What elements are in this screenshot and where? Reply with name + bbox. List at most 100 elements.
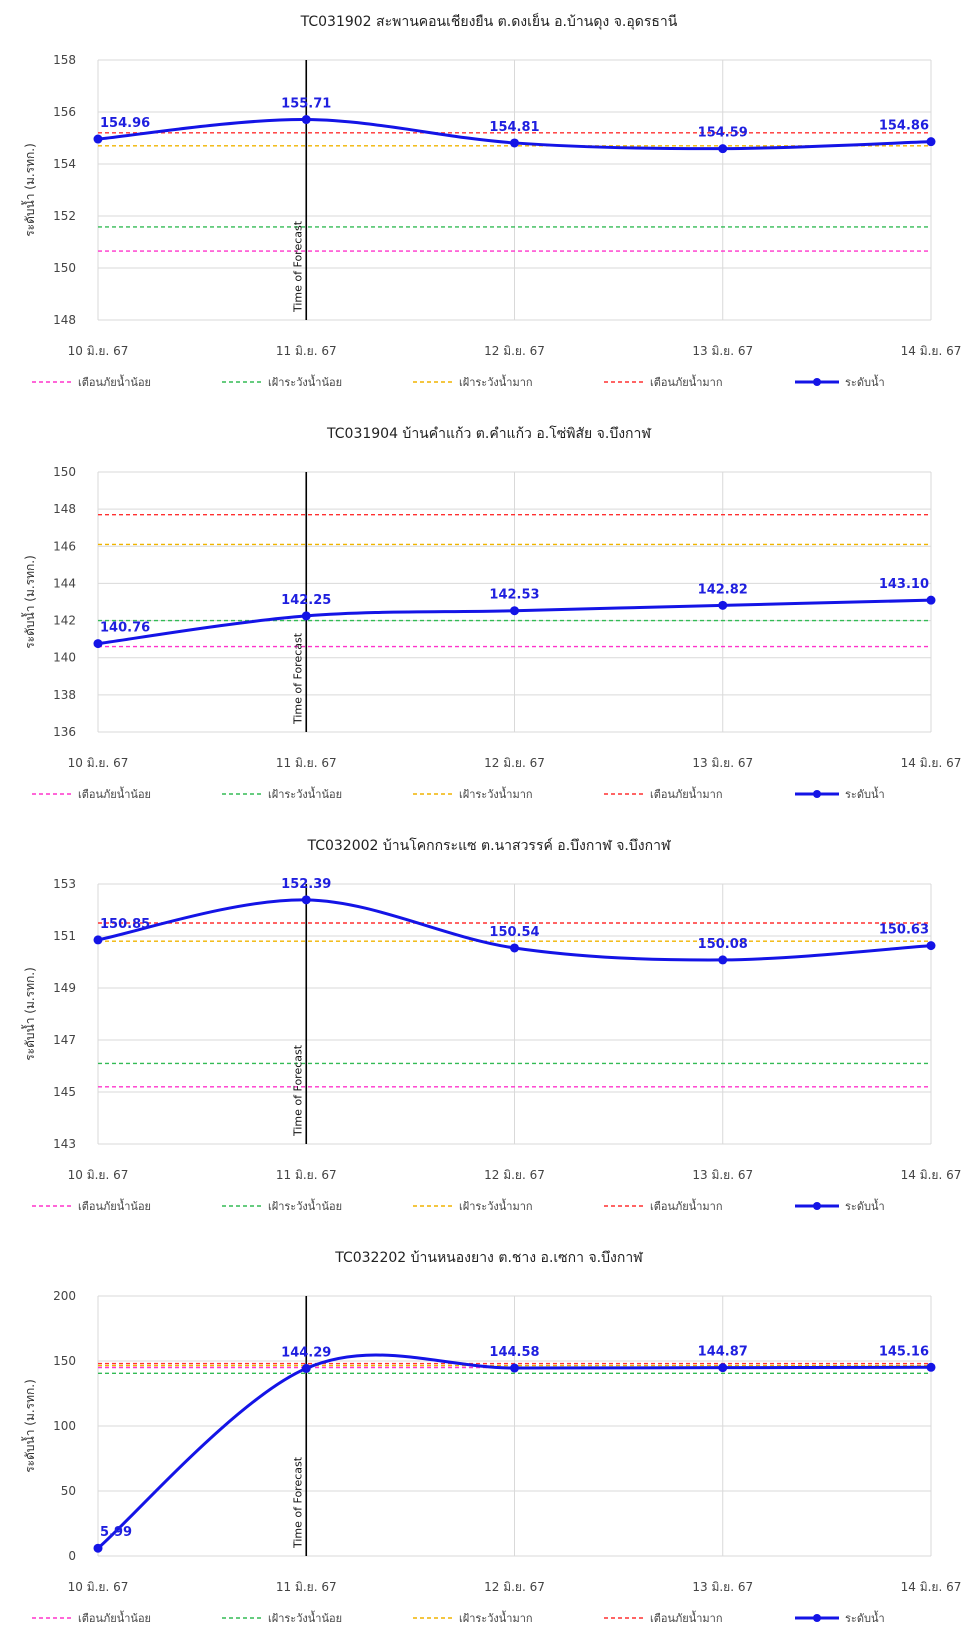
chart-title: TC032202 บ้านหนองยาง ต.ชาง อ.เซกา จ.บึงก… — [334, 1250, 643, 1266]
legend-marker — [813, 790, 821, 798]
chart-svg: TC031904 บ้านคำแก้ว ต.คำแก้ว อ.โซ่พิสัย … — [21, 425, 961, 801]
x-tick-label: 14 มิ.ย. 67 — [901, 1580, 962, 1594]
legend-label: เตือนภัยน้ำมาก — [650, 374, 723, 389]
data-label: 144.87 — [698, 1345, 748, 1360]
data-point — [301, 895, 311, 905]
y-tick-label: 100 — [53, 1419, 76, 1433]
y-tick-label: 147 — [53, 1033, 76, 1047]
data-label: 142.53 — [489, 588, 539, 603]
y-tick-label: 158 — [53, 53, 76, 67]
y-tick-label: 152 — [53, 209, 76, 223]
x-tick-label: 12 มิ.ย. 67 — [484, 1580, 545, 1594]
y-tick-label: 148 — [53, 502, 76, 516]
x-tick-label: 12 มิ.ย. 67 — [484, 1168, 545, 1182]
legend-label: เฝ้าระวังน้ำมาก — [459, 1610, 533, 1625]
data-point — [93, 134, 103, 144]
chart-title: TC032002 บ้านโคกกระแซ ต.นาสวรรค์ อ.บึงกา… — [306, 837, 670, 854]
forecast-label: Time of Forecast — [291, 632, 304, 725]
y-tick-label: 153 — [53, 877, 76, 891]
y-tick-label: 148 — [53, 313, 76, 327]
y-axis-label: ระดับน้ำ (ม.รทก.) — [21, 143, 37, 237]
y-axis-label: ระดับน้ำ (ม.รทก.) — [21, 967, 37, 1061]
y-tick-label: 149 — [53, 981, 76, 995]
data-point — [510, 943, 519, 953]
y-tick-label: 138 — [53, 688, 76, 702]
data-label: 154.96 — [100, 116, 150, 131]
y-tick-label: 136 — [53, 725, 76, 739]
y-tick-label: 146 — [53, 539, 76, 553]
data-label: 144.29 — [281, 1345, 331, 1360]
data-point — [926, 941, 936, 951]
data-point — [926, 137, 936, 147]
x-tick-label: 11 มิ.ย. 67 — [276, 1168, 337, 1182]
data-label: 145.16 — [879, 1344, 929, 1359]
data-label: 150.08 — [698, 937, 748, 952]
y-tick-label: 144 — [53, 576, 76, 590]
legend-label: เฝ้าระวังน้ำน้อย — [268, 786, 342, 801]
data-label: 150.85 — [100, 917, 150, 932]
y-tick-label: 142 — [53, 614, 76, 628]
legend-label: เตือนภัยน้ำมาก — [650, 1610, 723, 1625]
data-point — [926, 595, 936, 605]
data-point — [510, 1363, 519, 1373]
chart-panel: TC032002 บ้านโคกกระแซ ต.นาสวรรค์ อ.บึงกา… — [0, 824, 979, 1236]
chart-svg: TC032202 บ้านหนองยาง ต.ชาง อ.เซกา จ.บึงก… — [21, 1250, 962, 1625]
x-tick-label: 13 มิ.ย. 67 — [692, 1168, 753, 1182]
legend-marker — [813, 1202, 821, 1210]
x-tick-label: 13 มิ.ย. 67 — [692, 756, 753, 770]
y-axis-label: ระดับน้ำ (ม.รทก.) — [21, 555, 37, 649]
x-tick-label: 14 มิ.ย. 67 — [901, 344, 962, 358]
legend-label: ระดับน้ำ — [845, 1610, 885, 1625]
legend-label: เฝ้าระวังน้ำมาก — [459, 374, 533, 389]
data-label: 142.25 — [281, 593, 331, 608]
legend-label: เตือนภัยน้ำน้อย — [78, 374, 151, 389]
chart-svg: TC032002 บ้านโคกกระแซ ต.นาสวรรค์ อ.บึงกา… — [21, 837, 961, 1213]
y-tick-label: 154 — [53, 157, 76, 171]
y-tick-label: 150 — [53, 1354, 76, 1368]
data-point — [301, 1363, 311, 1373]
legend-label: เตือนภัยน้ำน้อย — [78, 1198, 151, 1213]
x-tick-label: 13 มิ.ย. 67 — [692, 344, 753, 358]
legend-label: ระดับน้ำ — [845, 1198, 885, 1213]
y-tick-label: 200 — [53, 1289, 76, 1303]
chart-svg: TC031902 สะพานคอนเชียงยืน ต.ดงเย็น อ.บ้า… — [21, 12, 962, 389]
x-tick-label: 10 มิ.ย. 67 — [68, 756, 129, 770]
data-label: 154.81 — [489, 120, 539, 135]
legend-label: ระดับน้ำ — [845, 786, 885, 801]
y-tick-label: 150 — [53, 261, 76, 275]
forecast-label: Time of Forecast — [291, 1456, 304, 1549]
data-point — [93, 1543, 103, 1553]
chart-panel: TC031902 สะพานคอนเชียงยืน ต.ดงเย็น อ.บ้า… — [0, 0, 979, 412]
x-tick-label: 11 มิ.ย. 67 — [276, 756, 337, 770]
y-tick-label: 50 — [61, 1484, 76, 1498]
legend-label: เฝ้าระวังน้ำมาก — [459, 1198, 533, 1213]
legend-label: เฝ้าระวังน้ำน้อย — [268, 1610, 342, 1625]
data-label: 144.58 — [489, 1345, 539, 1360]
data-label: 152.39 — [281, 877, 331, 892]
data-point — [926, 1362, 936, 1372]
x-tick-label: 12 มิ.ย. 67 — [484, 756, 545, 770]
data-point — [301, 611, 311, 621]
data-point — [301, 115, 311, 125]
y-tick-label: 150 — [53, 465, 76, 479]
data-point — [93, 639, 103, 649]
y-tick-label: 143 — [53, 1137, 76, 1151]
legend-marker — [813, 1614, 821, 1622]
data-point — [718, 144, 728, 154]
x-tick-label: 13 มิ.ย. 67 — [692, 1580, 753, 1594]
legend-label: เฝ้าระวังน้ำน้อย — [268, 1198, 342, 1213]
legend-label: เตือนภัยน้ำน้อย — [78, 786, 151, 801]
y-tick-label: 145 — [53, 1085, 76, 1099]
y-axis-label: ระดับน้ำ (ม.รทก.) — [21, 1379, 37, 1473]
y-tick-label: 140 — [53, 651, 76, 665]
data-point — [718, 1363, 728, 1373]
data-label: 5.99 — [100, 1525, 132, 1540]
legend-label: เตือนภัยน้ำมาก — [650, 1198, 723, 1213]
legend-label: เฝ้าระวังน้ำน้อย — [268, 374, 342, 389]
data-label: 140.76 — [100, 621, 150, 636]
data-label: 154.59 — [698, 126, 748, 141]
chart-title: TC031904 บ้านคำแก้ว ต.คำแก้ว อ.โซ่พิสัย … — [326, 425, 651, 442]
data-label: 150.63 — [879, 923, 929, 938]
data-point — [510, 138, 519, 148]
chart-title: TC031902 สะพานคอนเชียงยืน ต.ดงเย็น อ.บ้า… — [300, 12, 678, 30]
